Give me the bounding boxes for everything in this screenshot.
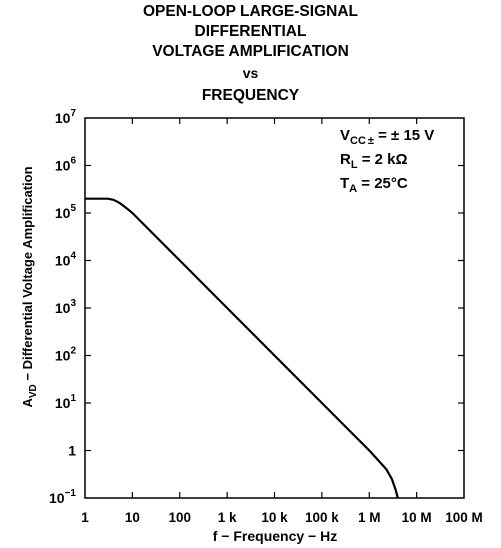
y-tick-label: 107	[55, 108, 77, 126]
y-tick-label: 103	[55, 298, 77, 316]
condition-line: RL = 2 kΩ	[340, 151, 408, 171]
chart-title-line-4: vs	[242, 65, 259, 81]
x-tick-label: 100 M	[445, 510, 483, 525]
y-tick-label: 102	[55, 346, 77, 364]
gain-curve	[85, 197, 399, 499]
x-tick-label: 100 k	[305, 510, 339, 525]
y-axis-label-rest: − Differential Voltage Amplification	[20, 166, 35, 384]
y-axis-label-sub: VD	[28, 384, 39, 398]
y-tick-label: 1	[68, 443, 76, 459]
condition-line: TA = 25°C	[340, 175, 408, 195]
x-tick-label: 1 M	[358, 510, 381, 525]
x-axis-ticks: 1 10 100 1 k 10 k 100 k 1 M 10 M 100 M	[81, 118, 483, 525]
conditions-legend: VCC ± = ± 15 V RL = 2 kΩ TA = 25°C	[340, 127, 434, 195]
chart-title-line-5: FREQUENCY	[201, 87, 300, 104]
y-axis-label: AVD − Differential Voltage Amplification	[20, 166, 39, 407]
y-tick-label: 104	[55, 251, 77, 269]
x-tick-label: 100	[168, 510, 191, 525]
chart-title-line-2: DIFFERENTIAL	[194, 23, 307, 40]
x-tick-label: 1 k	[218, 510, 237, 525]
y-tick-label: 10−1	[49, 488, 76, 506]
x-axis-label: f − Frequency − Hz	[213, 528, 337, 544]
y-axis-label-main: A	[20, 398, 35, 408]
x-tick-label: 10 k	[261, 510, 288, 525]
y-axis-ticks: 10−1 1 101 102 103 104 105 106 107	[49, 108, 464, 506]
x-tick-label: 10	[125, 510, 140, 525]
y-tick-label: 101	[55, 393, 77, 411]
x-tick-label: 10 M	[402, 510, 432, 525]
chart-title-line-3: VOLTAGE AMPLIFICATION	[152, 43, 349, 60]
chart-title-line-1: OPEN-LOOP LARGE-SIGNAL	[142, 3, 358, 20]
y-tick-label: 106	[55, 156, 77, 174]
x-tick-label: 1	[81, 510, 89, 525]
condition-line: VCC ± = ± 15 V	[340, 127, 434, 147]
y-tick-label: 105	[55, 203, 77, 221]
